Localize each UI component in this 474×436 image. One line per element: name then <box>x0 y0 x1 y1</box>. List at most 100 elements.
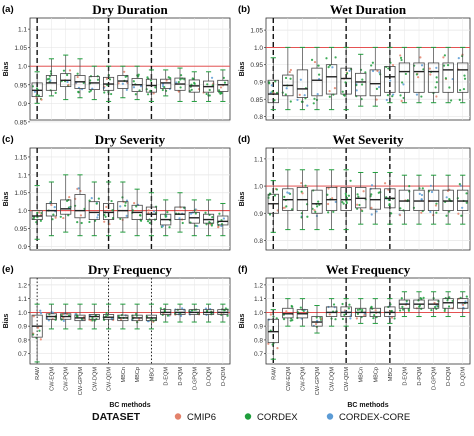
data-point <box>370 193 373 196</box>
box-MBCr <box>145 303 157 330</box>
x-tick-label: CW-QDM <box>344 367 350 391</box>
x-tick-label: MBCn <box>121 367 127 383</box>
data-point <box>210 224 213 227</box>
data-point <box>152 210 156 213</box>
data-point <box>348 69 351 72</box>
data-point <box>332 210 335 213</box>
data-point <box>103 213 106 217</box>
data-point <box>373 313 376 317</box>
data-point <box>91 316 94 320</box>
data-point <box>385 98 388 102</box>
data-point <box>388 203 391 206</box>
data-point <box>134 93 137 96</box>
data-point <box>31 333 35 336</box>
y-tick-label: 1.1 <box>18 27 27 34</box>
data-point <box>177 80 180 84</box>
data-point <box>361 308 364 312</box>
data-point <box>390 316 394 319</box>
box-CW-EQM <box>281 169 294 231</box>
box-RAW <box>31 303 43 363</box>
panel-label: (d) <box>238 134 250 145</box>
data-point <box>77 91 80 94</box>
data-point <box>298 93 301 96</box>
data-point <box>36 216 39 219</box>
data-point <box>391 63 395 67</box>
box-body <box>369 69 381 97</box>
x-tick-label: CW-DQM <box>92 367 98 391</box>
x-tick-label: D-DQM <box>446 367 452 386</box>
box-MBCp <box>131 65 143 101</box>
data-point <box>390 212 393 215</box>
box-CW-GPQM <box>74 174 86 237</box>
data-point <box>465 192 468 195</box>
box-CW-GPQM <box>311 169 323 231</box>
data-point <box>268 213 272 216</box>
data-point <box>178 217 181 220</box>
x-tick-label: D-GPQM <box>192 367 198 390</box>
data-point <box>301 192 304 195</box>
data-point <box>404 72 407 76</box>
box-body <box>103 203 115 220</box>
box-body <box>174 206 186 220</box>
y-tick-label: 0.9 <box>18 244 27 251</box>
data-point <box>194 212 197 215</box>
data-point <box>206 309 209 312</box>
y-tick-label: 0.7 <box>18 351 27 358</box>
box-RAW <box>31 71 43 104</box>
plot-area <box>29 277 231 365</box>
data-point <box>32 315 35 318</box>
box-CW-PQM <box>296 298 309 327</box>
data-point <box>166 211 169 214</box>
data-point <box>399 54 402 57</box>
data-point <box>344 192 347 195</box>
y-tick-label: 1.0 <box>254 184 263 191</box>
panel-label: (a) <box>2 4 14 15</box>
x-tick-label: CW-EQM <box>286 367 292 391</box>
y-tick-label: 1.0 <box>254 45 263 52</box>
box-CW-QDM <box>340 46 353 111</box>
data-point <box>435 211 438 214</box>
box-D-EQM <box>398 291 411 318</box>
data-point <box>133 201 136 205</box>
data-point <box>341 90 344 93</box>
plot-area <box>29 147 231 251</box>
panel-title: Dry Frequency <box>88 262 172 277</box>
box-D-PQM <box>412 174 425 225</box>
data-point <box>62 216 65 220</box>
data-point <box>398 309 402 312</box>
box-MBCn <box>117 181 129 233</box>
data-point <box>389 79 392 82</box>
data-point <box>286 191 289 194</box>
x-tick-label: MBCr <box>388 367 394 381</box>
data-point <box>285 87 288 90</box>
data-point <box>269 313 272 316</box>
y-tick-label: 0.95 <box>14 226 27 233</box>
data-point <box>271 90 274 93</box>
x-tick-label: CW-PQM <box>300 367 306 391</box>
y-tick-label: 1.1 <box>254 156 263 163</box>
box-body <box>145 206 157 220</box>
data-point <box>459 89 462 92</box>
y-tick-label: 0.9 <box>18 324 27 331</box>
data-point <box>211 216 214 219</box>
data-point <box>210 76 214 79</box>
data-point <box>74 313 77 316</box>
x-tick-label: D-PQM <box>417 367 423 386</box>
y-tick-label: 0.8 <box>254 337 263 344</box>
data-point <box>360 98 363 101</box>
data-point <box>377 191 380 194</box>
legend-marker <box>326 413 334 420</box>
y-axis-label: Bias <box>3 62 10 77</box>
data-point <box>110 92 113 96</box>
data-point <box>317 200 320 203</box>
data-point <box>462 87 466 91</box>
data-point <box>356 203 359 206</box>
data-point <box>376 69 379 72</box>
y-tick-label: 1.05 <box>14 190 27 197</box>
data-point <box>53 206 56 209</box>
box-body <box>74 194 86 219</box>
box-D-GPQM <box>188 71 201 102</box>
data-point <box>356 312 360 315</box>
data-point <box>464 300 467 303</box>
data-point <box>159 307 162 310</box>
